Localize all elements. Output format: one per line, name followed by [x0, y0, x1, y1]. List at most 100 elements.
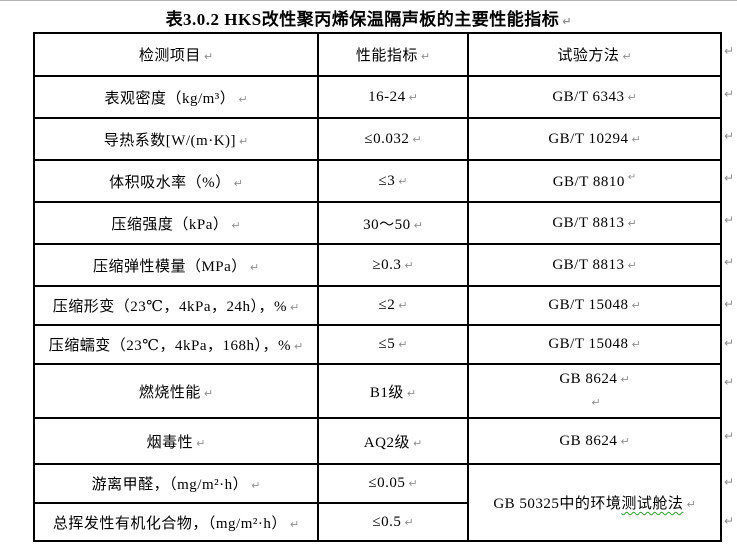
- paragraph-mark-icon: ↵: [420, 50, 431, 63]
- method-text-spellcheck: 测试舱法: [621, 496, 684, 512]
- paragraph-mark-icon: ↵: [408, 90, 418, 104]
- method-text: GB/T 10294: [548, 130, 629, 147]
- cell-value: ≤5 ↵: [317, 324, 469, 365]
- paragraph-mark-icon: ↵: [622, 50, 632, 63]
- item-text: 总挥发性有机化合物，（mg/m²·h）: [52, 515, 287, 532]
- paragraph-mark-icon: ↵: [406, 386, 417, 400]
- cell-method: GB/T 8810 ↵: [467, 159, 722, 203]
- paragraph-mark-icon: ↵: [412, 132, 422, 146]
- header-cell-value: 性能指标 ↵: [317, 32, 469, 77]
- paragraph-mark-icon: ↵: [627, 216, 637, 230]
- cell-method: GB/T 10294 ↵: [467, 117, 722, 161]
- method-text: GB/T 8813: [552, 214, 625, 231]
- cell-item: 压缩形变（23℃，4kPa，24h），% ↵: [33, 285, 319, 326]
- paragraph-mark-icon: ↵: [239, 134, 249, 148]
- title-text: 表3.0.2 HKS改性聚丙烯保温隔声板的主要性能指标: [165, 10, 560, 29]
- item-text: 燃烧性能: [138, 384, 201, 401]
- cell-method: GB/T 15048 ↵: [467, 285, 722, 326]
- cell-method: GB/T 15048 ↵: [467, 324, 722, 365]
- cell-value: ≤2 ↵: [317, 285, 469, 326]
- paragraph-mark-icon: ↵: [404, 515, 414, 529]
- paragraph-mark-icon: ↵: [398, 299, 408, 312]
- cell-item: 体积吸水率（%） ↵: [33, 159, 319, 203]
- item-text: 压缩强度（kPa）: [111, 216, 229, 233]
- item-text: 烟毒性: [146, 434, 194, 451]
- table-row: 压缩形变（23℃，4kPa，24h），% ↵ ≤2 ↵ GB/T 15048 ↵: [33, 285, 722, 326]
- paragraph-mark-icon: ↵: [398, 174, 408, 188]
- paragraph-mark-icon: ↵: [196, 436, 206, 450]
- header-cell-method: 试验方法 ↵: [467, 32, 722, 77]
- cell-item: 烟毒性 ↵: [33, 417, 319, 465]
- item-text: 导热系数[W/(m·K)]: [103, 132, 237, 149]
- row-end-mark-icon: ↵: [724, 44, 735, 58]
- row-end-mark-icon: ↵: [724, 171, 735, 185]
- paragraph-mark-icon: ↵: [203, 386, 214, 400]
- paragraph-mark-icon: ↵: [627, 90, 637, 104]
- paragraph-mark-icon: ↵: [591, 396, 601, 409]
- item-text: 压缩蠕变（23℃，4kPa，168h），%: [48, 338, 292, 354]
- paragraph-mark-icon: ↵: [620, 373, 630, 386]
- value-text: ≤2: [378, 297, 396, 313]
- row-end-mark-icon: ↵: [724, 429, 735, 443]
- item-text: 压缩形变（23℃，4kPa，24h），%: [52, 299, 288, 315]
- cell-value: ≥0.3 ↵: [317, 243, 469, 287]
- paragraph-mark-icon: ↵: [404, 258, 414, 272]
- cell-value: ≤3 ↵: [317, 159, 469, 203]
- table-row: 压缩弹性模量（MPa） ↵ ≥0.3 ↵ GB/T 8813 ↵: [33, 243, 722, 287]
- spec-table: 检测项目 ↵ 性能指标 ↵ 试验方法 ↵ 表观密度（kg/m³） ↵ 16-24 ↵ GB…: [33, 32, 722, 542]
- table-row: 压缩强度（kPa） ↵ 30～50 ↵ GB/T 8813 ↵: [33, 201, 722, 245]
- paragraph-mark-icon: ↵: [620, 434, 630, 448]
- paragraph-mark-icon: ↵: [251, 479, 261, 492]
- cell-item: 导热系数[W/(m·K)] ↵: [33, 117, 319, 161]
- table-row: 烟毒性 ↵ AQ2级 ↵ GB 8624 ↵: [33, 417, 722, 465]
- paragraph-mark-icon: ↵: [294, 340, 304, 353]
- row-end-mark-icon: ↵: [724, 129, 735, 143]
- cell-value: 16-24 ↵: [317, 75, 469, 119]
- row-end-mark-icon: ↵: [724, 336, 735, 350]
- value-text: 30～50: [363, 216, 411, 233]
- item-text: 表观密度（kg/m³）: [104, 90, 236, 107]
- value-text: ≥0.3: [372, 256, 402, 273]
- paragraph-mark-icon: ↵: [631, 299, 641, 312]
- paragraph-mark-icon: ↵: [412, 436, 423, 450]
- cell-method: GB/T 6343 ↵: [467, 75, 722, 119]
- method-text: GB/T 8813: [552, 256, 625, 273]
- cell-value: ≤0.032 ↵: [317, 117, 469, 161]
- value-text: ≤0.5: [372, 513, 402, 530]
- paragraph-mark-icon: ↵: [631, 338, 641, 351]
- table-row: 导热系数[W/(m·K)] ↵ ≤0.032 ↵ GB/T 10294 ↵: [33, 117, 722, 161]
- cell-value: B1级 ↵: [317, 363, 469, 419]
- table-row: 燃烧性能 ↵ B1级 ↵ GB 8624 ↵ ↵: [33, 363, 722, 419]
- paragraph-mark-icon: ↵: [413, 218, 423, 232]
- paragraph-mark-icon: ↵: [231, 218, 241, 232]
- paragraph-mark-icon: ↵: [290, 301, 300, 314]
- paragraph-mark-icon: ↵: [408, 477, 418, 490]
- method-text: GB/T 15048: [548, 297, 629, 313]
- cell-value: AQ2级 ↵: [317, 417, 469, 465]
- method-text: GB/T 8810: [552, 173, 625, 190]
- cell-item: 压缩蠕变（23℃，4kPa，168h），% ↵: [33, 324, 319, 365]
- paragraph-mark-icon: ↵: [398, 338, 408, 351]
- cell-item: 表观密度（kg/m³） ↵: [33, 75, 319, 119]
- header-text: 试验方法: [557, 48, 620, 64]
- cell-value: 30～50 ↵: [317, 201, 469, 245]
- paragraph-mark-icon: ↵: [203, 50, 214, 63]
- cell-item: 游离甲醛，（mg/m²·h） ↵: [33, 463, 319, 504]
- header-row: 检测项目 ↵ 性能指标 ↵ 试验方法 ↵: [33, 32, 722, 77]
- value-text: ≤3: [378, 172, 396, 189]
- table-row: 总挥发性有机化合物，（mg/m²·h） ↵ ≤0.5 ↵: [33, 502, 721, 542]
- paragraph-mark-icon: ↵: [631, 132, 641, 146]
- item-text: 体积吸水率（%）: [109, 174, 231, 191]
- item-text: 游离甲醛，（mg/m²·h）: [91, 477, 249, 493]
- value-text: B1级: [369, 384, 404, 401]
- cell-item: 燃烧性能 ↵: [33, 363, 319, 419]
- cell-item: 压缩弹性模量（MPa） ↵: [33, 243, 319, 287]
- cell-value: ≤0.5 ↵: [317, 502, 469, 542]
- paragraph-mark-icon: ↵: [562, 15, 572, 28]
- cell-method: GB/T 8813 ↵: [467, 201, 722, 245]
- method-text: GB/T 15048: [548, 336, 629, 352]
- row-end-mark-icon: ↵: [724, 297, 735, 311]
- cell-method-merged: GB 50325中的环境测试舱法 ↵: [467, 463, 722, 542]
- top-hairline: [0, 0, 737, 1]
